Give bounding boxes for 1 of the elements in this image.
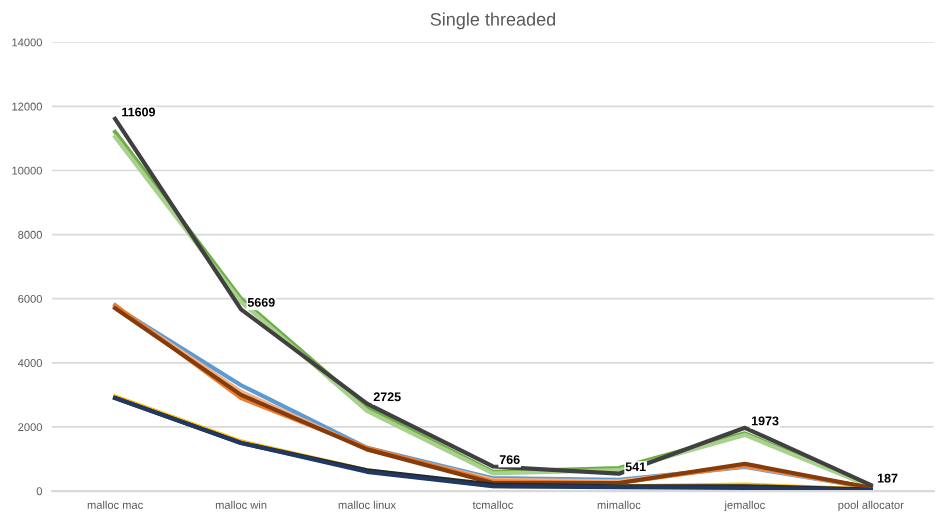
chart-title: Single threaded (430, 12, 556, 30)
